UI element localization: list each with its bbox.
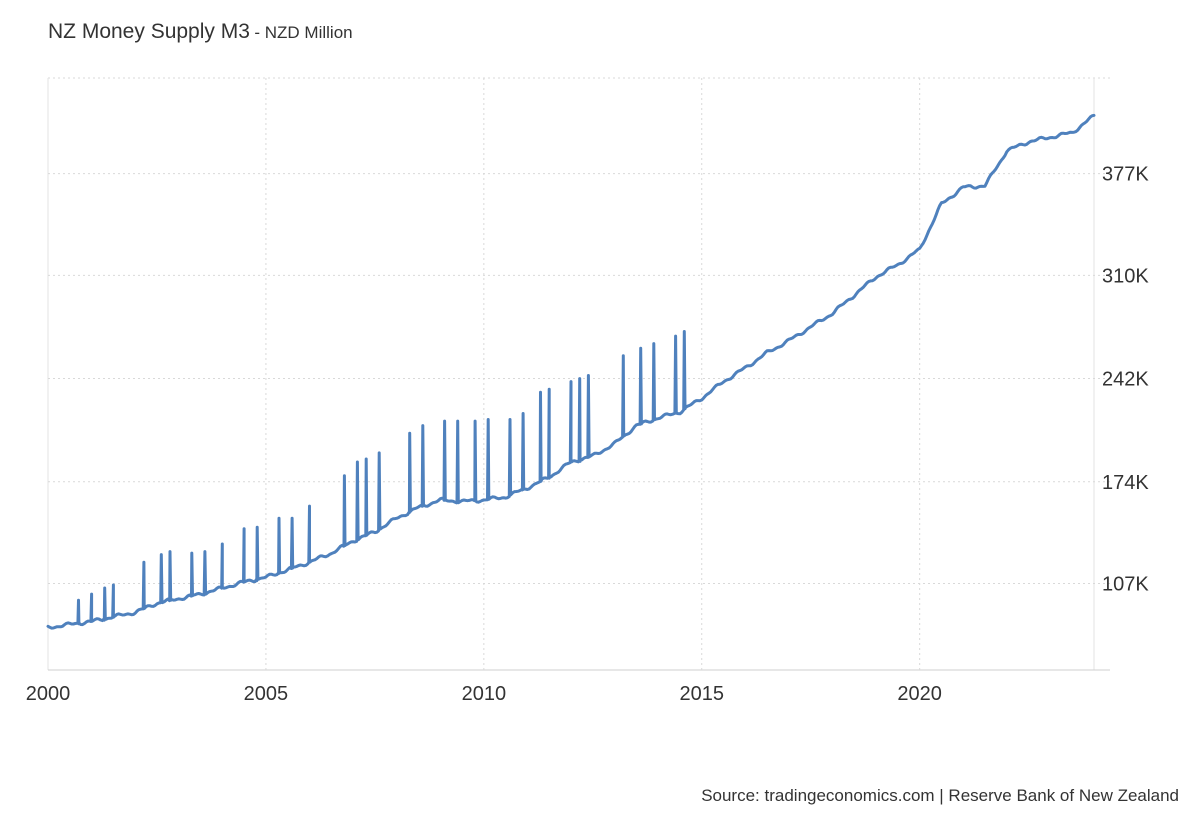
x-tick-label: 2000: [26, 683, 71, 705]
y-tick-label: 242K: [1102, 369, 1149, 391]
x-tick-label: 2005: [244, 683, 289, 705]
x-tick-label: 2020: [897, 683, 942, 705]
y-tick-label: 377K: [1102, 164, 1149, 186]
chart-area: 107K 174K 242K 310K 377K 2000 2005 2010 2015 2020: [26, 77, 1149, 705]
series-line: [46, 113, 1096, 630]
x-tick-label: 2015: [680, 683, 725, 705]
y-tick-label: 174K: [1102, 472, 1149, 494]
y-tick-label: 310K: [1102, 265, 1149, 287]
source-note: Source: tradingeconomics.com | Reserve B…: [701, 786, 1179, 805]
chart-subtitle: - NZD Million: [254, 23, 353, 42]
chart-title: NZ Money Supply M3: [48, 20, 250, 43]
chart-title-block: NZ Money Supply M3 - NZD Million: [48, 20, 353, 44]
x-tick-label: 2010: [462, 683, 507, 705]
y-tick-label: 107K: [1102, 573, 1149, 595]
